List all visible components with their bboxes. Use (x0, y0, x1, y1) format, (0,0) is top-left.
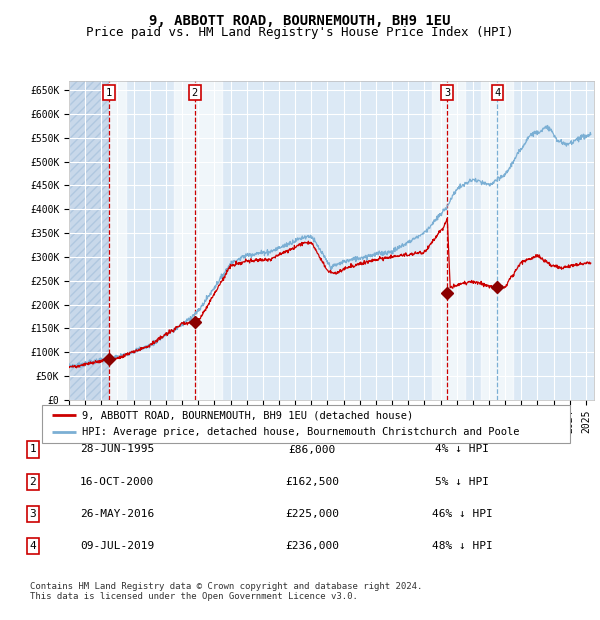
Text: £225,000: £225,000 (285, 509, 339, 519)
FancyBboxPatch shape (42, 405, 570, 443)
Text: 1: 1 (29, 445, 37, 454)
Text: 4: 4 (494, 87, 500, 97)
Text: Price paid vs. HM Land Registry's House Price Index (HPI): Price paid vs. HM Land Registry's House … (86, 26, 514, 39)
Text: 3: 3 (29, 509, 37, 519)
Polygon shape (69, 81, 109, 400)
Text: HPI: Average price, detached house, Bournemouth Christchurch and Poole: HPI: Average price, detached house, Bour… (82, 427, 519, 437)
Text: £162,500: £162,500 (285, 477, 339, 487)
Text: 3: 3 (444, 87, 450, 97)
Text: 9, ABBOTT ROAD, BOURNEMOUTH, BH9 1EU (detached house): 9, ABBOTT ROAD, BOURNEMOUTH, BH9 1EU (de… (82, 410, 413, 420)
Text: 16-OCT-2000: 16-OCT-2000 (80, 477, 154, 487)
Text: £236,000: £236,000 (285, 541, 339, 551)
Text: 1: 1 (106, 87, 112, 97)
Bar (433, 81, 465, 400)
Text: 2: 2 (29, 477, 37, 487)
Text: 4% ↓ HPI: 4% ↓ HPI (435, 445, 489, 454)
Text: 26-MAY-2016: 26-MAY-2016 (80, 509, 154, 519)
Text: 09-JUL-2019: 09-JUL-2019 (80, 541, 154, 551)
Bar (174, 81, 223, 400)
Text: 5% ↓ HPI: 5% ↓ HPI (435, 477, 489, 487)
Bar (69, 81, 125, 400)
Text: 2: 2 (192, 87, 198, 97)
Text: 48% ↓ HPI: 48% ↓ HPI (431, 541, 493, 551)
Text: 4: 4 (29, 541, 37, 551)
Text: 9, ABBOTT ROAD, BOURNEMOUTH, BH9 1EU: 9, ABBOTT ROAD, BOURNEMOUTH, BH9 1EU (149, 14, 451, 28)
Text: 46% ↓ HPI: 46% ↓ HPI (431, 509, 493, 519)
Text: Contains HM Land Registry data © Crown copyright and database right 2024.
This d: Contains HM Land Registry data © Crown c… (30, 582, 422, 601)
Text: 28-JUN-1995: 28-JUN-1995 (80, 445, 154, 454)
Bar (481, 81, 513, 400)
Text: £86,000: £86,000 (289, 445, 335, 454)
